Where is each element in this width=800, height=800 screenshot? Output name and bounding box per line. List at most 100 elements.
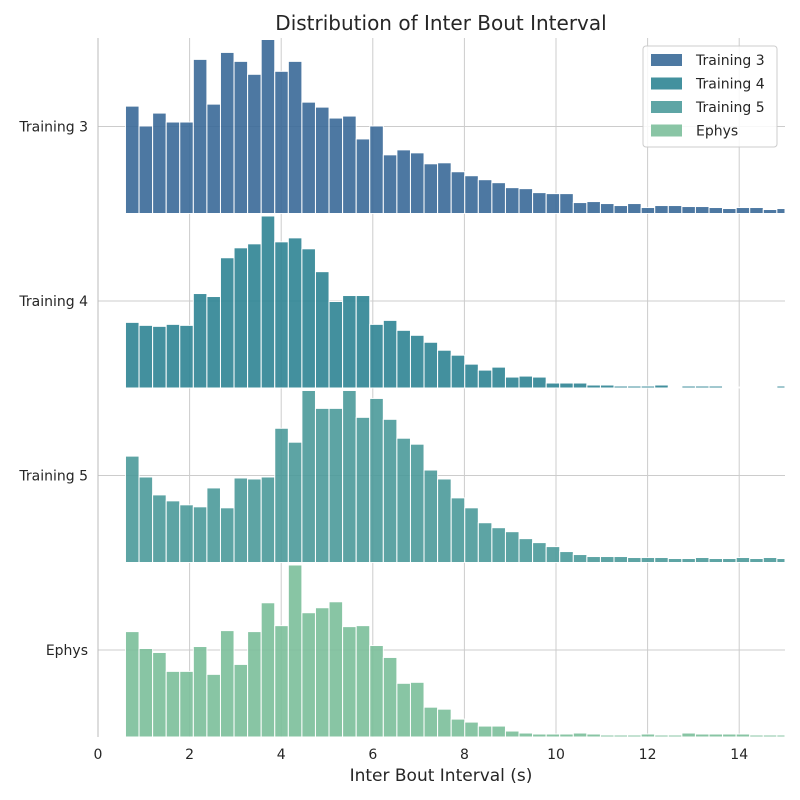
histogram-bars xyxy=(124,39,786,738)
histogram-bar xyxy=(233,60,249,215)
histogram-bar xyxy=(423,469,439,564)
histogram-bar xyxy=(654,734,669,738)
histogram-bar xyxy=(274,625,289,738)
histogram-bar xyxy=(708,207,724,215)
x-tick-label: 12 xyxy=(639,747,657,763)
histogram-bar xyxy=(192,506,208,564)
histogram-bar xyxy=(206,296,221,389)
histogram-bar xyxy=(477,179,493,215)
histogram-bar xyxy=(192,58,208,215)
histogram-bar xyxy=(219,51,235,214)
histogram-bar xyxy=(152,325,167,389)
histogram-bar xyxy=(559,733,574,738)
x-tick-label: 10 xyxy=(547,747,565,763)
histogram-bar xyxy=(640,385,656,389)
histogram-bar xyxy=(464,363,479,389)
histogram-bar xyxy=(355,295,371,389)
histogram-bar xyxy=(301,612,316,738)
histogram-bar xyxy=(762,209,778,215)
histogram-bar xyxy=(640,733,656,738)
histogram-bar xyxy=(667,386,683,389)
histogram-bar xyxy=(247,478,262,564)
legend-swatch xyxy=(651,124,682,137)
histogram-bar xyxy=(776,734,786,738)
histogram-bar xyxy=(437,708,452,738)
row-label: Ephys xyxy=(46,643,88,659)
x-axis-label: Inter Bout Interval (s) xyxy=(350,766,533,786)
histogram-bar xyxy=(518,732,534,738)
histogram-bar xyxy=(301,389,316,564)
x-tick-label: 6 xyxy=(368,747,377,763)
histogram-bar xyxy=(274,241,289,389)
histogram-bar xyxy=(491,366,506,389)
x-tick-label: 14 xyxy=(730,747,748,763)
legend-swatch xyxy=(651,54,682,66)
histogram-bar xyxy=(504,531,520,563)
histogram-bar xyxy=(192,646,208,738)
histogram-bar xyxy=(762,734,778,738)
histogram-bar xyxy=(681,558,696,563)
x-tick-label: 2 xyxy=(185,747,194,763)
histogram-bar xyxy=(138,324,154,389)
histogram-bar xyxy=(328,601,344,738)
histogram-bar xyxy=(396,329,411,389)
histogram-bar xyxy=(287,441,303,564)
histogram-bar xyxy=(559,382,574,389)
histogram-bar xyxy=(152,494,167,564)
histogram-bar xyxy=(369,645,384,738)
histogram-bar xyxy=(301,101,316,214)
legend-label: Ephys xyxy=(696,124,738,140)
histogram-bar xyxy=(233,247,249,389)
histogram-bar xyxy=(247,243,262,389)
histogram-bar xyxy=(437,349,452,389)
histogram-bar xyxy=(572,382,588,389)
axes: Training 3 Training 4 Training 5 Ephys 0 2 4 6 8… xyxy=(18,38,748,763)
histogram-bar xyxy=(654,205,669,215)
histogram-bar xyxy=(247,631,262,738)
histogram-bar xyxy=(681,206,696,214)
histogram-bar xyxy=(450,718,466,738)
histogram-bar xyxy=(328,407,344,563)
histogram-bar xyxy=(396,149,411,214)
histogram-bar xyxy=(532,376,547,389)
histogram-bar xyxy=(667,205,683,215)
series-bars xyxy=(124,215,786,389)
chart-title: Distribution of Inter Bout Interval xyxy=(275,11,606,35)
histogram-bar xyxy=(382,319,398,389)
histogram-bar xyxy=(599,556,615,564)
legend-swatch xyxy=(651,77,682,90)
histogram-bar xyxy=(627,203,642,215)
histogram-bar xyxy=(681,732,696,738)
series-bars xyxy=(124,39,786,215)
histogram-bar xyxy=(477,725,493,738)
histogram-bar xyxy=(504,376,520,389)
histogram-bar xyxy=(504,187,520,215)
histogram-bar xyxy=(124,321,140,389)
histogram-bar xyxy=(274,70,289,215)
histogram-bar xyxy=(518,188,534,214)
histogram-bar xyxy=(708,733,724,738)
histogram-bar xyxy=(450,354,466,389)
histogram-bar xyxy=(599,734,615,738)
histogram-bar xyxy=(342,389,357,564)
histogram-bar xyxy=(735,207,751,215)
histogram-bar xyxy=(314,271,330,389)
legend-box xyxy=(642,45,778,148)
histogram-bar xyxy=(749,558,764,563)
histogram-bar xyxy=(138,476,154,563)
histogram-bar xyxy=(586,384,601,389)
histogram-bar xyxy=(152,651,167,738)
histogram-bar xyxy=(355,416,371,563)
series-bars xyxy=(124,564,786,738)
histogram-bar xyxy=(545,733,561,738)
histogram-bar xyxy=(355,625,371,738)
histogram-bar xyxy=(735,733,751,738)
histogram-bar xyxy=(409,152,425,214)
histogram-bar xyxy=(735,557,751,563)
histogram-bar xyxy=(491,527,506,564)
histogram-bar xyxy=(654,557,669,563)
histogram-bar xyxy=(599,384,615,389)
histogram-bar xyxy=(776,385,786,389)
histogram-bar xyxy=(722,208,737,214)
